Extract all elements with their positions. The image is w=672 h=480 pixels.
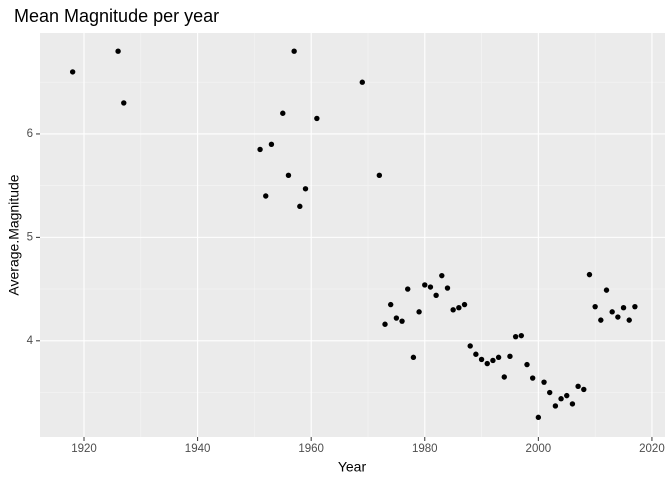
point	[314, 115, 320, 122]
point	[399, 318, 405, 324]
point	[603, 287, 610, 293]
point	[297, 203, 303, 210]
point	[115, 48, 121, 54]
point	[592, 303, 598, 310]
point	[467, 343, 473, 349]
point	[552, 403, 559, 409]
point	[609, 309, 615, 315]
point	[535, 414, 542, 421]
point	[507, 353, 513, 360]
point	[416, 309, 422, 315]
point	[69, 69, 76, 75]
point	[484, 360, 490, 367]
x-tick-label: 1960	[298, 443, 324, 455]
y-tick-label: 4	[27, 335, 34, 347]
point	[393, 315, 400, 321]
point	[478, 356, 485, 363]
point	[376, 172, 383, 179]
point	[461, 301, 468, 308]
x-tick-label: 2000	[526, 443, 552, 455]
point	[632, 303, 638, 310]
point	[257, 146, 263, 153]
point	[280, 110, 286, 116]
point	[586, 271, 593, 278]
point	[529, 375, 536, 381]
y-tick-label: 5	[27, 231, 33, 243]
x-tick-label: 1940	[185, 443, 211, 455]
point	[575, 383, 581, 390]
point	[439, 272, 445, 279]
point	[444, 285, 451, 291]
point	[598, 317, 604, 323]
point	[121, 100, 127, 106]
point	[518, 332, 525, 339]
point	[501, 374, 507, 380]
point	[422, 282, 428, 288]
point	[564, 392, 570, 399]
x-axis-title: Year	[338, 459, 367, 475]
x-tick-label: 1920	[71, 443, 97, 455]
point	[268, 141, 275, 147]
point	[558, 396, 564, 402]
point	[382, 321, 388, 327]
x-tick-label: 2020	[639, 443, 665, 455]
point	[263, 193, 269, 199]
point	[547, 389, 553, 396]
point	[387, 301, 394, 308]
point	[495, 354, 502, 361]
point	[410, 354, 417, 361]
x-tick-label: 1980	[412, 443, 438, 455]
y-tick-label: 6	[27, 128, 33, 140]
point	[615, 314, 621, 320]
point	[512, 333, 519, 340]
point	[473, 351, 479, 357]
point	[291, 48, 297, 54]
point	[626, 317, 632, 323]
chart-title: Mean Magnitude per year	[14, 6, 219, 26]
panel	[40, 33, 665, 437]
point	[285, 172, 292, 179]
point	[581, 386, 587, 393]
y-axis-title: Average.Magnitude	[6, 174, 22, 295]
point	[456, 305, 462, 311]
point	[620, 305, 627, 311]
point	[450, 307, 456, 313]
point	[359, 79, 365, 85]
point	[490, 357, 496, 364]
point	[541, 379, 547, 385]
point	[569, 401, 576, 407]
point	[302, 186, 309, 192]
point	[427, 284, 434, 290]
point	[524, 361, 530, 368]
point	[405, 286, 411, 292]
point	[433, 292, 439, 299]
